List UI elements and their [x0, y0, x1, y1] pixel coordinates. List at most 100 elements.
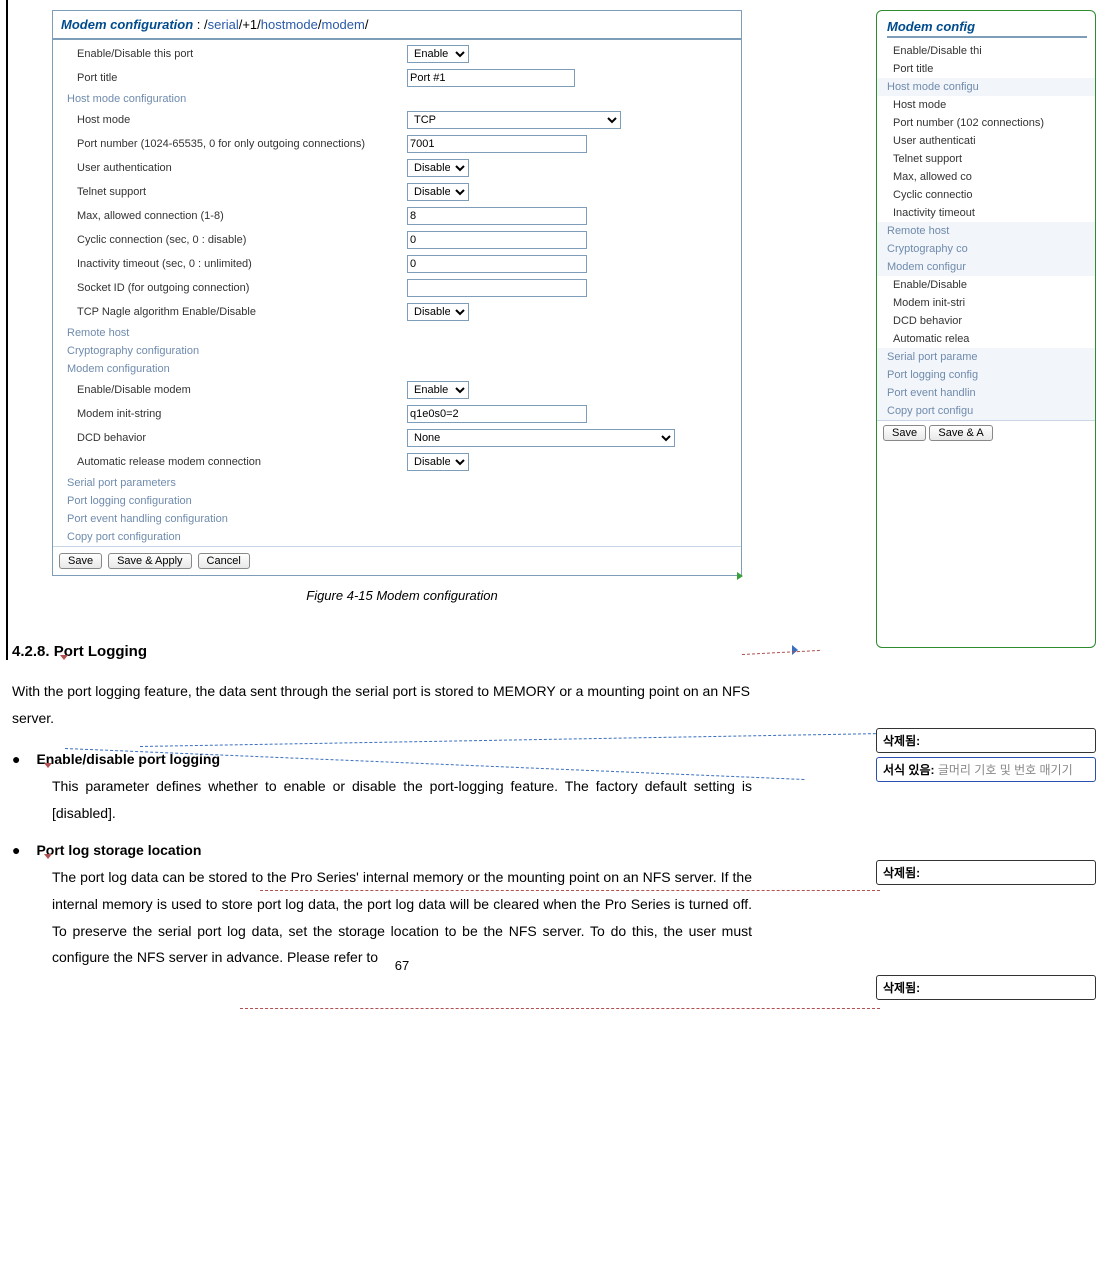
rb-save-apply-button[interactable]: Save & A [929, 425, 992, 441]
section-heading: 4.2.8. Port Logging [12, 643, 792, 660]
row-top-1-label: Port title [77, 72, 407, 84]
row-modem-0-label: Enable/Disable modem [77, 384, 407, 396]
page-number: 67 [12, 958, 792, 973]
row-host-0-label: Host mode [77, 114, 407, 126]
midsec-0[interactable]: Remote host [53, 324, 741, 342]
panel-title: Modem configuration [61, 17, 193, 32]
row-top-1-control-wrap [407, 69, 735, 87]
rb-top-1: Port title [877, 60, 1095, 78]
row-host-0: Host modeTCP [53, 108, 741, 132]
row-host-1: Port number (1024-65535, 0 for only outg… [53, 132, 741, 156]
row-host-8: TCP Nagle algorithm Enable/DisableDisabl… [53, 300, 741, 324]
row-modem-1: Modem init-string [53, 402, 741, 426]
rb-host-section[interactable]: Host mode configu [877, 78, 1095, 96]
row-host-7-label: Socket ID (for outgoing connection) [77, 282, 407, 294]
row-host-4-label: Max, allowed connection (1-8) [77, 210, 407, 222]
note-deleted-3: 삭제됨: [876, 975, 1096, 1000]
bullet-body-1: This parameter defines whether to enable… [52, 773, 752, 826]
row-top-0-select[interactable]: Enable [407, 45, 469, 63]
note-deleted-2: 삭제됨: [876, 860, 1096, 885]
midsec-1[interactable]: Cryptography configuration [53, 342, 741, 360]
rb-host-1: Port number (102 connections) [877, 114, 1095, 132]
figure-caption: Figure 4-15 Modem configuration [12, 588, 792, 603]
rb-host-5: Cyclic connectio [877, 186, 1095, 204]
botsec-2[interactable]: Port event handling configuration [53, 510, 741, 528]
row-modem-2-label: DCD behavior [77, 432, 407, 444]
heading-track-marker [60, 655, 68, 660]
track-bar-1 [6, 0, 8, 660]
row-top-1-input[interactable] [407, 69, 575, 87]
row-host-8-control-wrap: Disable [407, 303, 735, 321]
save-apply-button[interactable]: Save & Apply [108, 553, 191, 569]
rb-bot-3[interactable]: Copy port configu [877, 402, 1095, 420]
rb-modem-0: Enable/Disable [877, 276, 1095, 294]
row-host-3: Telnet supportDisable [53, 180, 741, 204]
rb-bot-2[interactable]: Port event handlin [877, 384, 1095, 402]
connector-red-3 [240, 1008, 880, 1009]
revision-deleted-panel: Modem config Enable/Disable thiPort titl… [876, 10, 1096, 648]
section-hostmode[interactable]: Host mode configuration [53, 90, 741, 108]
row-modem-0-select[interactable]: Enable [407, 381, 469, 399]
row-host-3-select[interactable]: Disable [407, 183, 469, 201]
row-modem-2-select[interactable]: None [407, 429, 675, 447]
row-host-6-control-wrap [407, 255, 735, 273]
row-host-1-label: Port number (1024-65535, 0 for only outg… [77, 138, 407, 150]
row-host-5-control-wrap [407, 231, 735, 249]
row-host-7: Socket ID (for outgoing connection) [53, 276, 741, 300]
row-host-7-input[interactable] [407, 279, 587, 297]
row-modem-2: DCD behaviorNone [53, 426, 741, 450]
row-top-0-label: Enable/Disable this port [77, 48, 407, 60]
botsec-3[interactable]: Copy port configuration [53, 528, 741, 546]
bullet-dot-1: ● [12, 751, 20, 767]
cancel-button[interactable]: Cancel [198, 553, 250, 569]
row-host-1-control-wrap [407, 135, 735, 153]
row-host-0-control-wrap: TCP [407, 111, 735, 129]
row-top-0: Enable/Disable this portEnable [53, 42, 741, 66]
rb-host-4: Max, allowed co [877, 168, 1095, 186]
rb-mid-1[interactable]: Cryptography co [877, 240, 1095, 258]
midsec-2[interactable]: Modem configuration [53, 360, 741, 378]
rb-top-0: Enable/Disable thi [877, 42, 1095, 60]
botsec-0[interactable]: Serial port parameters [53, 474, 741, 492]
row-host-4: Max, allowed connection (1-8) [53, 204, 741, 228]
bullet-body-2: The port log data can be stored to the P… [52, 864, 752, 970]
rb-mid-2[interactable]: Modem configur [877, 258, 1095, 276]
rb-host-0: Host mode [877, 96, 1095, 114]
row-host-8-select[interactable]: Disable [407, 303, 469, 321]
row-host-4-input[interactable] [407, 207, 587, 225]
rb-modem-2: DCD behavior [877, 312, 1095, 330]
config-panel: Modem configuration : /serial/+1/hostmod… [52, 10, 742, 576]
rb-host-6: Inactivity timeout [877, 204, 1095, 222]
rb-modem-3: Automatic relea [877, 330, 1095, 348]
row-host-6-input[interactable] [407, 255, 587, 273]
row-host-8-label: TCP Nagle algorithm Enable/Disable [77, 306, 407, 318]
row-host-0-select[interactable]: TCP [407, 111, 621, 129]
bullet1-track-marker [44, 763, 52, 768]
row-modem-0: Enable/Disable modemEnable [53, 378, 741, 402]
panel-title-row: Modem configuration : /serial/+1/hostmod… [53, 11, 741, 36]
row-host-2-select[interactable]: Disable [407, 159, 469, 177]
save-button[interactable]: Save [59, 553, 102, 569]
row-host-1-input[interactable] [407, 135, 587, 153]
track-marker-green [737, 572, 743, 580]
row-modem-3-select[interactable]: Disable [407, 453, 469, 471]
intro-paragraph: With the port logging feature, the data … [12, 678, 752, 731]
row-host-2-label: User authentication [77, 162, 407, 174]
rb-bot-0[interactable]: Serial port parame [877, 348, 1095, 366]
bullet-dot-2: ● [12, 842, 20, 858]
row-modem-2-control-wrap: None [407, 429, 735, 447]
rb-mid-0[interactable]: Remote host [877, 222, 1095, 240]
row-host-5-label: Cyclic connection (sec, 0 : disable) [77, 234, 407, 246]
row-modem-1-control-wrap [407, 405, 735, 423]
row-host-2: User authenticationDisable [53, 156, 741, 180]
bullet-1: ● Enable/disable port logging [12, 751, 752, 767]
rb-save-button[interactable]: Save [883, 425, 926, 441]
title-divider [53, 38, 741, 40]
row-host-3-control-wrap: Disable [407, 183, 735, 201]
rb-bot-1[interactable]: Port logging config [877, 366, 1095, 384]
row-host-5-input[interactable] [407, 231, 587, 249]
botsec-1[interactable]: Port logging configuration [53, 492, 741, 510]
bullet-2: ● Port log storage location [12, 842, 752, 858]
rb-button-row: Save Save & A [877, 420, 1095, 445]
row-modem-1-input[interactable] [407, 405, 587, 423]
